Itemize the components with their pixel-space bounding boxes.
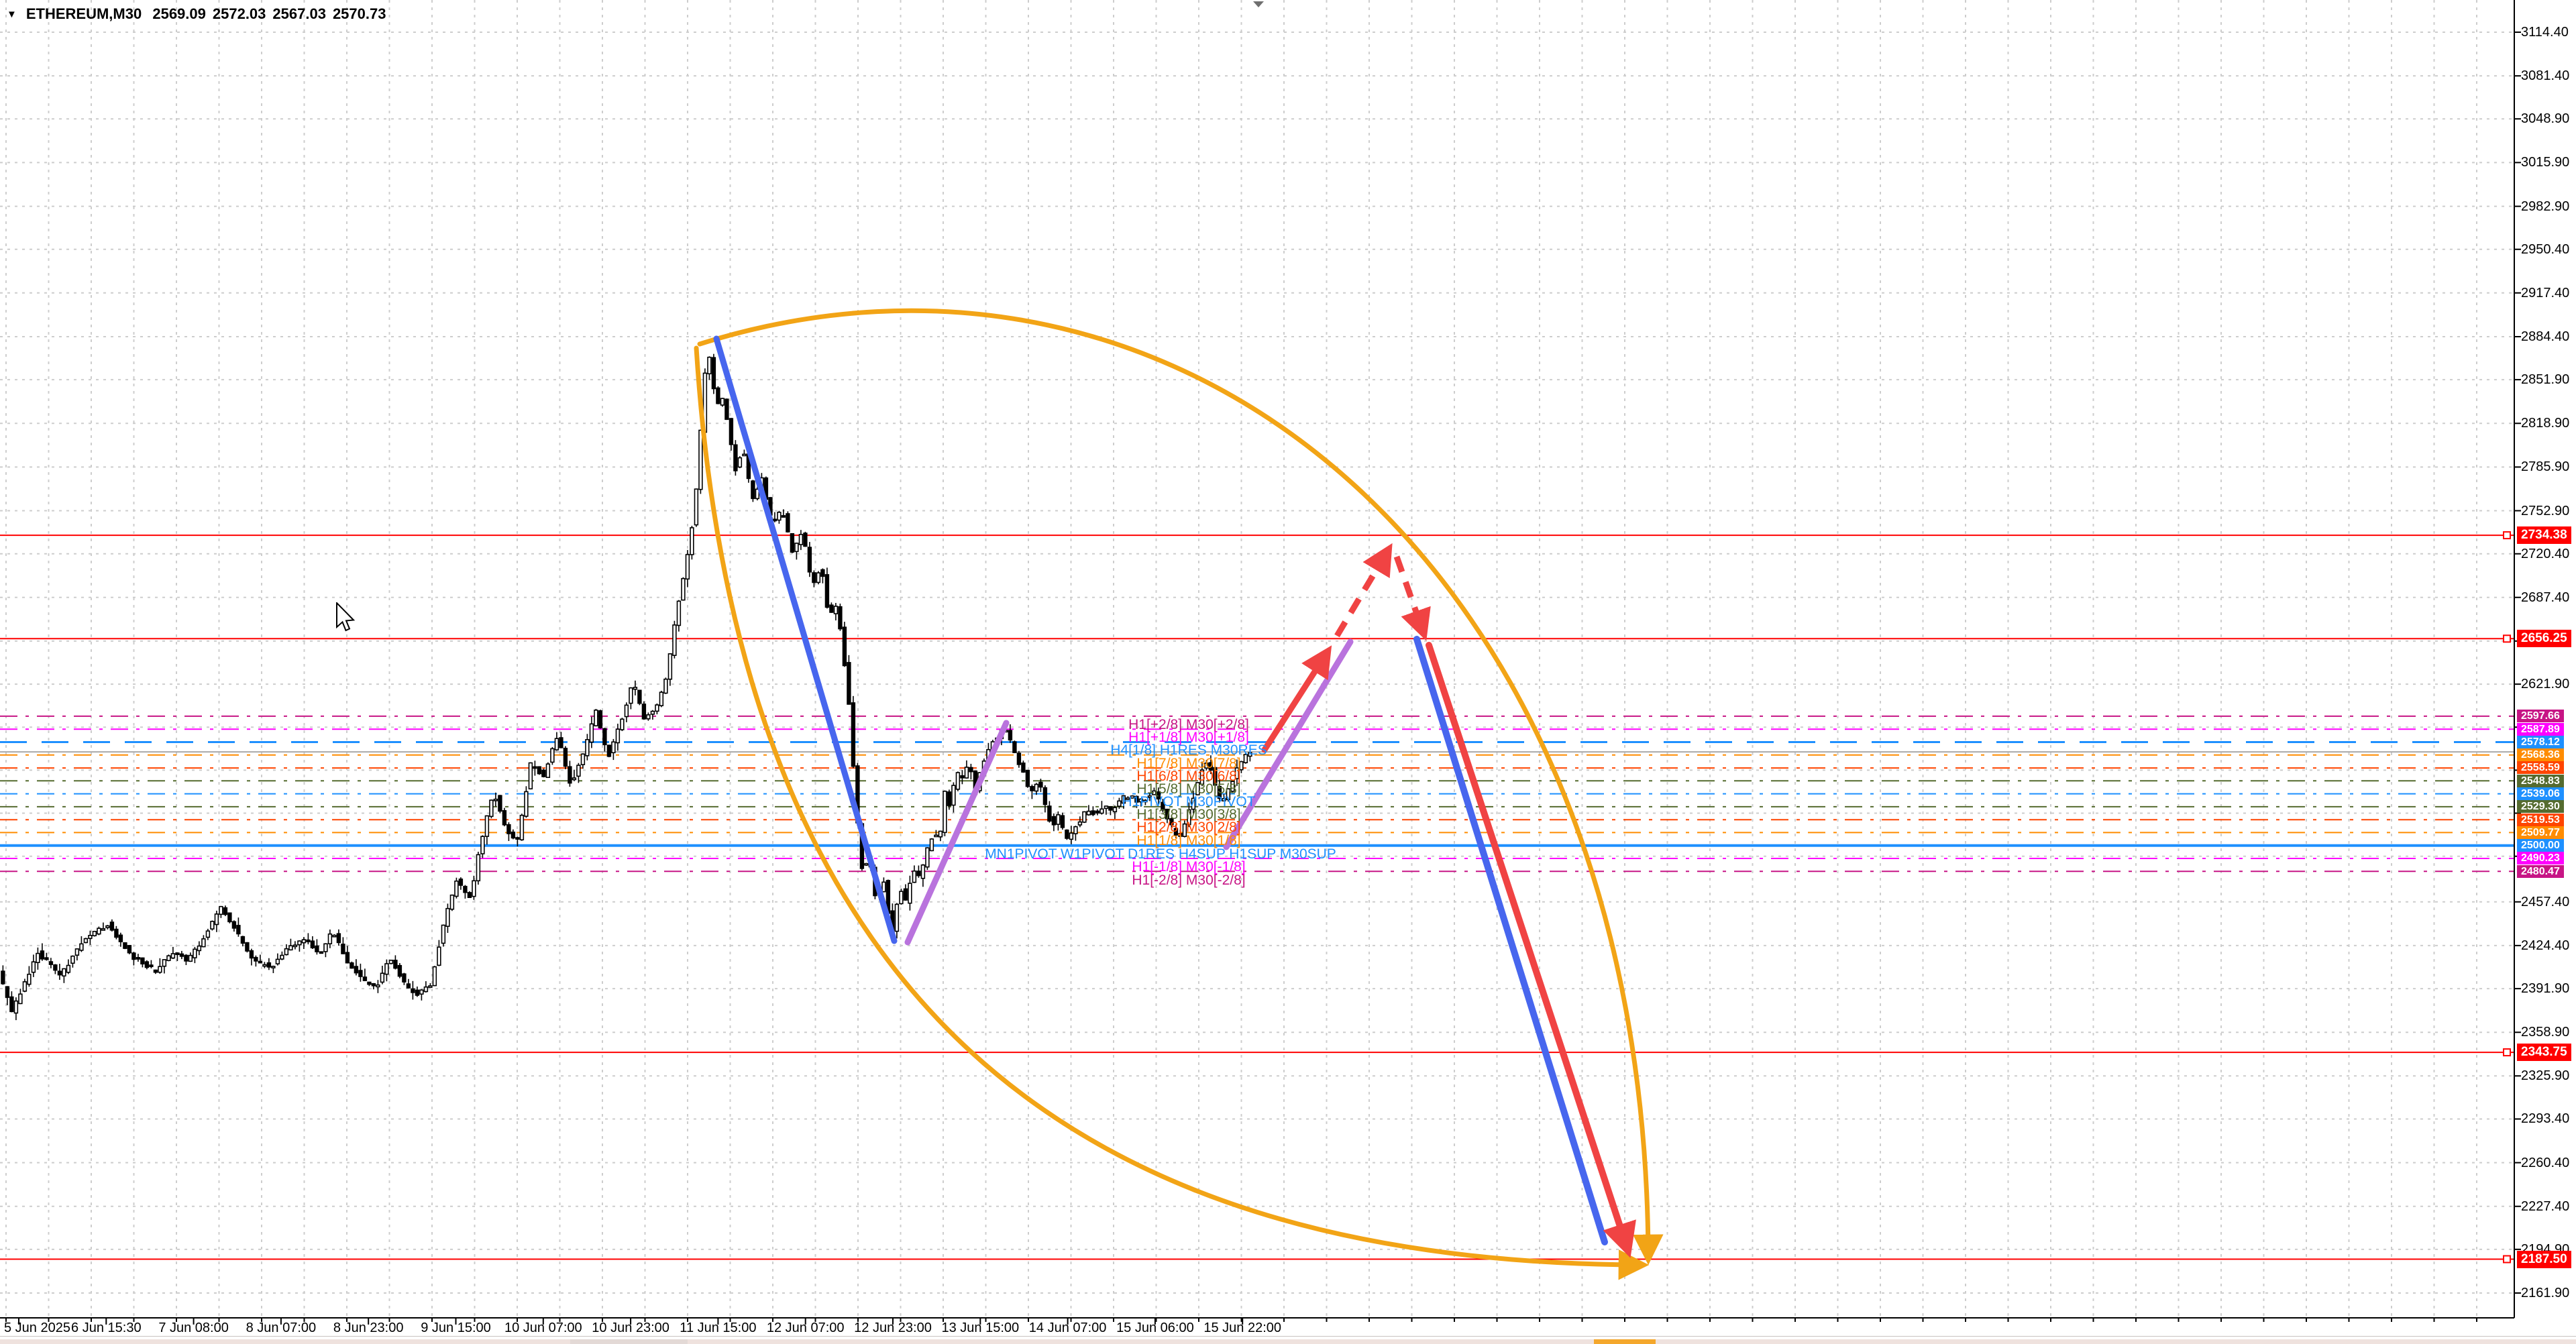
- murrey-price-badge: 2558.59: [2517, 761, 2564, 775]
- price-axis-label: 2720.40: [2521, 546, 2570, 561]
- ellipse-leaf-drawing[interactable]: [694, 308, 1664, 1280]
- price-axis-label: 2358.90: [2521, 1025, 2570, 1040]
- murrey-price-badge: 2568.36: [2517, 748, 2564, 762]
- price-axis-label: 2982.90: [2521, 199, 2570, 214]
- time-axis-label: 11 Jun 15:00: [680, 1321, 757, 1335]
- red-price-badge: 2734.38: [2517, 526, 2571, 545]
- time-axis-label: 14 Jun 07:00: [1028, 1321, 1107, 1335]
- axis-borders-and-ticks: [0, 0, 2521, 1325]
- ohlc-high: 2572.03: [212, 5, 266, 22]
- price-axis-label: 2325.90: [2521, 1068, 2570, 1084]
- price-axis-label: 3048.90: [2521, 111, 2570, 127]
- time-axis-label: 10 Jun 23:00: [592, 1321, 669, 1335]
- price-axis-label: 3081.40: [2521, 68, 2570, 84]
- murrey-price-badge: 2539.06: [2517, 787, 2564, 800]
- price-axis-label: 2457.40: [2521, 894, 2570, 909]
- arrow-red-up[interactable]: [1261, 645, 1332, 753]
- horizontal-level-lines[interactable]: [0, 531, 2514, 1264]
- time-axis-label: 9 Jun 15:00: [421, 1321, 491, 1335]
- time-axis-label: 15 Jun 22:00: [1203, 1321, 1282, 1335]
- candlestick-series: [1, 353, 1252, 1021]
- time-axis-label: 13 Jun 15:00: [941, 1321, 1020, 1335]
- red-price-badge: 2187.50: [2517, 1250, 2571, 1268]
- murrey-price-badge: 2578.12: [2517, 735, 2564, 748]
- symbol-dropdown-icon[interactable]: ▼: [7, 8, 17, 20]
- red-level-handle[interactable]: [2503, 531, 2511, 540]
- price-axis-label: 2293.40: [2521, 1111, 2570, 1127]
- ohlc-low: 2567.03: [272, 5, 326, 22]
- symbol-name: ETHEREUM,M30: [25, 5, 142, 22]
- price-axis-label: 2884.40: [2521, 329, 2570, 344]
- time-axis-label: 5 Jun 2025: [4, 1321, 70, 1335]
- trendline-drawings[interactable]: [713, 335, 1636, 1258]
- time-axis-label: 7 Jun 08:00: [158, 1321, 229, 1335]
- price-axis-label: 2161.90: [2521, 1286, 2570, 1301]
- murrey-price-badge: 2500.00: [2517, 839, 2564, 852]
- red-price-badge: 2656.25: [2517, 630, 2571, 648]
- price-axis-label: 2260.40: [2521, 1155, 2570, 1170]
- price-axis-label: 2917.40: [2521, 285, 2570, 300]
- price-axis-label: 2227.40: [2521, 1198, 2570, 1214]
- murrey-price-badge: 2587.89: [2517, 722, 2564, 736]
- price-axis-label: 2851.90: [2521, 372, 2570, 388]
- price-axis-label: 2621.90: [2521, 677, 2570, 692]
- trendline-blue-2[interactable]: [1413, 636, 1608, 1245]
- time-axis-label: 6 Jun 15:30: [71, 1321, 142, 1335]
- time-axis-label: 10 Jun 07:00: [504, 1321, 582, 1335]
- window-separator-marker[interactable]: [1253, 1, 1264, 7]
- horizontal-scrollbar-track[interactable]: [0, 1339, 2576, 1344]
- price-axis-label: 2391.90: [2521, 981, 2570, 997]
- murrey-price-badge: 2597.66: [2517, 710, 2564, 723]
- price-axis-label: 2752.90: [2521, 503, 2570, 518]
- arrow-red-dashed-down[interactable]: [1393, 555, 1431, 641]
- time-axis-label: 12 Jun 07:00: [766, 1321, 845, 1335]
- price-axis-label: 2818.90: [2521, 416, 2570, 431]
- red-level-handle[interactable]: [2503, 1255, 2511, 1264]
- ellipse-upper-arc[interactable]: [697, 308, 1664, 1266]
- status-strip: [0, 1336, 2576, 1340]
- horizontal-scrollbar-thumb[interactable]: [1594, 1339, 1656, 1344]
- ellipse-lower-arc[interactable]: [694, 345, 1650, 1280]
- murrey-price-badge: 2509.77: [2517, 826, 2564, 839]
- time-axis-label: 8 Jun 07:00: [246, 1321, 317, 1335]
- murrey-price-badge: 2519.53: [2517, 813, 2564, 826]
- time-axis-label: 15 Jun 06:00: [1116, 1321, 1194, 1335]
- symbol-ohlc-title: ETHEREUM,M30 2569.09 2572.03 2567.03 2570.7…: [26, 5, 393, 23]
- murrey-price-badge: 2548.83: [2517, 774, 2564, 787]
- time-axis-label: 8 Jun 23:00: [333, 1321, 404, 1335]
- trendline-purple-1[interactable]: [904, 720, 1010, 946]
- red-price-badge: 2343.75: [2517, 1044, 2571, 1062]
- arrow-red-dashed-up[interactable]: [1334, 543, 1393, 638]
- price-axis-label: 3114.40: [2521, 25, 2569, 40]
- price-axis-label: 2785.90: [2521, 459, 2570, 475]
- price-axis-label: 3015.90: [2521, 155, 2570, 170]
- price-axis-label: 2424.40: [2521, 938, 2570, 953]
- time-axis-label: 12 Jun 23:00: [854, 1321, 932, 1335]
- ohlc-open: 2569.09: [152, 5, 206, 22]
- trendline-purple-2[interactable]: [1223, 638, 1354, 850]
- murrey-price-badge: 2480.47: [2517, 864, 2564, 878]
- trendline-blue-1[interactable]: [713, 335, 898, 944]
- price-axis-label: 2950.40: [2521, 241, 2570, 257]
- red-level-handle[interactable]: [2503, 634, 2511, 643]
- murrey-price-badge: 2529.30: [2517, 800, 2564, 814]
- price-axis-label: 2687.40: [2521, 590, 2570, 605]
- ohlc-close: 2570.73: [332, 5, 386, 22]
- murrey-price-badge: 2490.23: [2517, 852, 2564, 865]
- chart-titlebar: ▼ ETHEREUM,M30 2569.09 2572.03 2567.03 2570…: [7, 5, 392, 23]
- arrow-red-down[interactable]: [1426, 642, 1636, 1258]
- red-level-handle[interactable]: [2503, 1048, 2511, 1057]
- grid-lines: [0, 0, 2514, 1318]
- scrollbar-segment: [570, 1339, 688, 1344]
